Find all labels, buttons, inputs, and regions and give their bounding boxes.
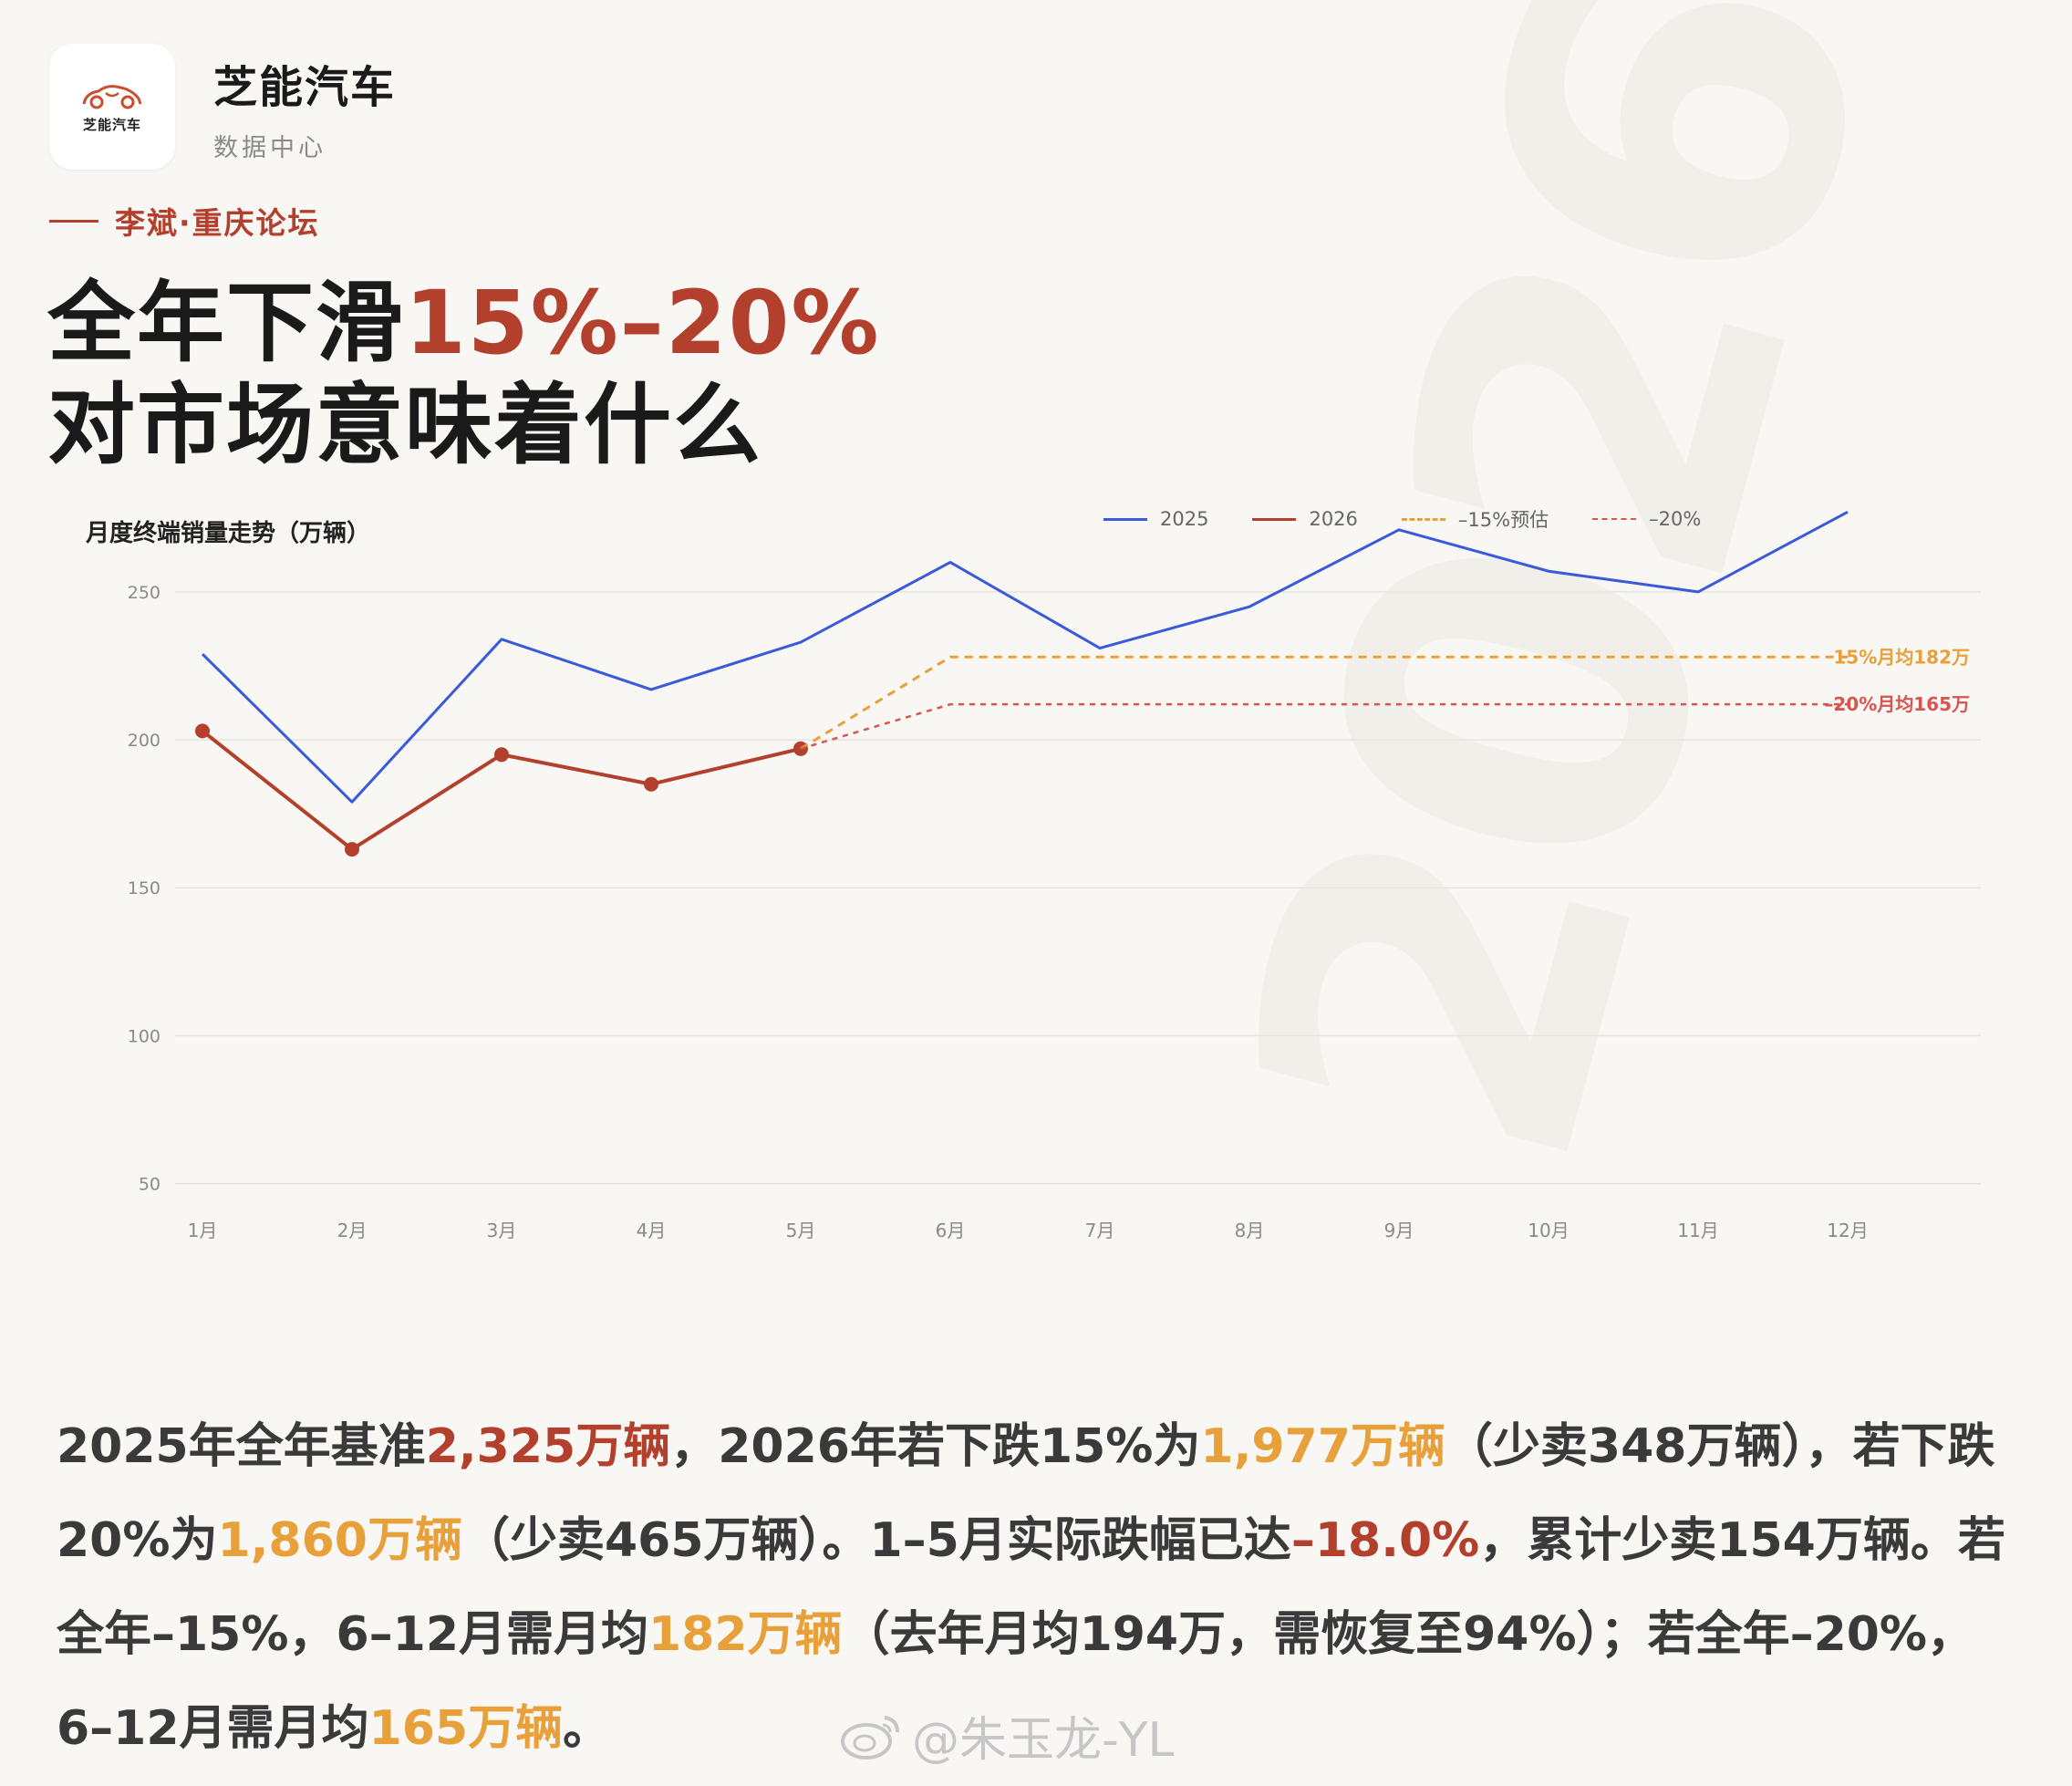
headline-line-2: 对市场意味着什么 — [47, 374, 762, 476]
legend-label-2026: 2026 — [1309, 508, 1358, 530]
summary-text-6: （去年月均194万，需恢复至94%）；若全年–20%，6–12月需月均 — [57, 1607, 1975, 1756]
legend-swatch-minus20 — [1592, 518, 1637, 520]
headline-prefix: 全年下滑 — [47, 272, 405, 374]
series-1-point-4 — [644, 776, 658, 792]
summary-text-7: 。 — [563, 1701, 611, 1756]
summary-text-4: （少卖465万辆）。1–5月实际跌幅已达 — [461, 1513, 1291, 1568]
legend-swatch-minus15 — [1401, 517, 1445, 521]
x-tick-label-8: 8月 — [1235, 1220, 1265, 1241]
legend-label-minus20: –20% — [1649, 508, 1702, 530]
brand-subtitle: 数据中心 — [213, 133, 326, 162]
annotation-0: 15%月均182万 — [1833, 646, 1970, 668]
x-tick-label-5: 5月 — [786, 1220, 816, 1241]
legend-item-2026: 2026 — [1252, 508, 1358, 530]
brand-logo: 芝能汽车 — [49, 44, 175, 170]
x-tick-label-4: 4月 — [637, 1220, 667, 1241]
legend-label-2025: 2025 — [1160, 508, 1209, 530]
summary-value-minus15-monthly: 182万辆 — [648, 1607, 843, 1662]
summary-text-2: ，2026年若下跌15%为 — [670, 1419, 1201, 1474]
summary-value-2025-total: 2,325万辆 — [425, 1419, 671, 1474]
legend-swatch-2025 — [1103, 517, 1147, 521]
y-tick-label-150: 150 — [128, 878, 161, 898]
headline: 全年下滑15%–20% 对市场意味着什么 — [47, 272, 881, 476]
brand-header: 芝能汽车 芝能汽车 数据中心 — [49, 44, 396, 170]
summary-value-minus20-total: 1,860万辆 — [217, 1513, 462, 1568]
x-tick-label-3: 3月 — [487, 1220, 517, 1241]
kicker-rule — [49, 219, 98, 223]
car-logo-icon — [82, 84, 142, 109]
chart-title: 月度终端销量走势（万辆） — [86, 520, 371, 547]
legend-item-minus15: –15%预估 — [1401, 505, 1549, 533]
summary-text-3: （少卖348万辆），若下跌20%为 — [57, 1419, 1995, 1568]
legend-swatch-2026 — [1252, 517, 1297, 521]
x-tick-label-11: 11月 — [1677, 1220, 1718, 1241]
summary-value-minus20-monthly: 165万辆 — [368, 1701, 564, 1756]
kicker-text: 李斌·重庆论坛 — [115, 205, 320, 241]
summary-value-ytd-decline: –18.0% — [1290, 1513, 1480, 1568]
summary-paragraph: 2025年全年基准2,325万辆，2026年若下跌15%为1,977万辆（少卖3… — [57, 1400, 2017, 1776]
series-1-point-3 — [494, 747, 509, 763]
x-tick-label-10: 10月 — [1528, 1220, 1569, 1241]
series-1-point-2 — [345, 842, 359, 857]
line-chart: 50 100 150 200 250 1月 2月 3月 4月 5月 6月 7月 8月 9月 10月 11月 12… — [128, 511, 1981, 1241]
weibo-icon — [841, 1715, 899, 1760]
series-line-3 — [800, 702, 1848, 751]
x-tick-label-2: 2月 — [337, 1220, 368, 1241]
legend-label-minus15: –15%预估 — [1457, 509, 1549, 531]
series-1-point-1 — [195, 723, 210, 739]
headline-line-1: 全年下滑15%–20% — [47, 272, 881, 374]
summary-text-1: 2025年全年基准 — [57, 1419, 426, 1474]
x-tick-label-7: 7月 — [1085, 1220, 1115, 1241]
headline-accent: 15%–20% — [405, 272, 881, 374]
x-tick-label-1: 1月 — [188, 1220, 218, 1241]
summary-text-5: ，累计少卖154万辆。若全年–15%，6–12月需月均 — [57, 1513, 2005, 1662]
weibo-handle: @朱玉龙-YL — [912, 1713, 1175, 1768]
logo-text: 芝能汽车 — [82, 116, 141, 133]
y-tick-label-50: 50 — [139, 1175, 161, 1195]
summary-value-minus15-total: 1,977万辆 — [1200, 1419, 1445, 1474]
x-tick-label-9: 9月 — [1384, 1220, 1414, 1241]
x-tick-label-6: 6月 — [936, 1220, 966, 1241]
y-tick-label-200: 200 — [128, 731, 161, 751]
y-tick-label-100: 100 — [128, 1026, 161, 1046]
annotation-1: –20%月均165万 — [1824, 693, 1970, 715]
chart-legend: 2025 2026 –15%预估 –20% — [1103, 505, 1745, 533]
kicker: 李斌·重庆论坛 — [49, 199, 320, 243]
legend-item-2025: 2025 — [1103, 508, 1208, 530]
y-tick-label-250: 250 — [128, 583, 161, 603]
brand-name: 芝能汽车 — [213, 61, 397, 113]
x-tick-label-12: 12月 — [1827, 1220, 1868, 1241]
series-line-2 — [800, 655, 1848, 751]
weibo-watermark: @朱玉龙-YL — [839, 1701, 1175, 1770]
legend-item-minus20: –20% — [1592, 508, 1701, 530]
series-line-0 — [201, 511, 1849, 804]
